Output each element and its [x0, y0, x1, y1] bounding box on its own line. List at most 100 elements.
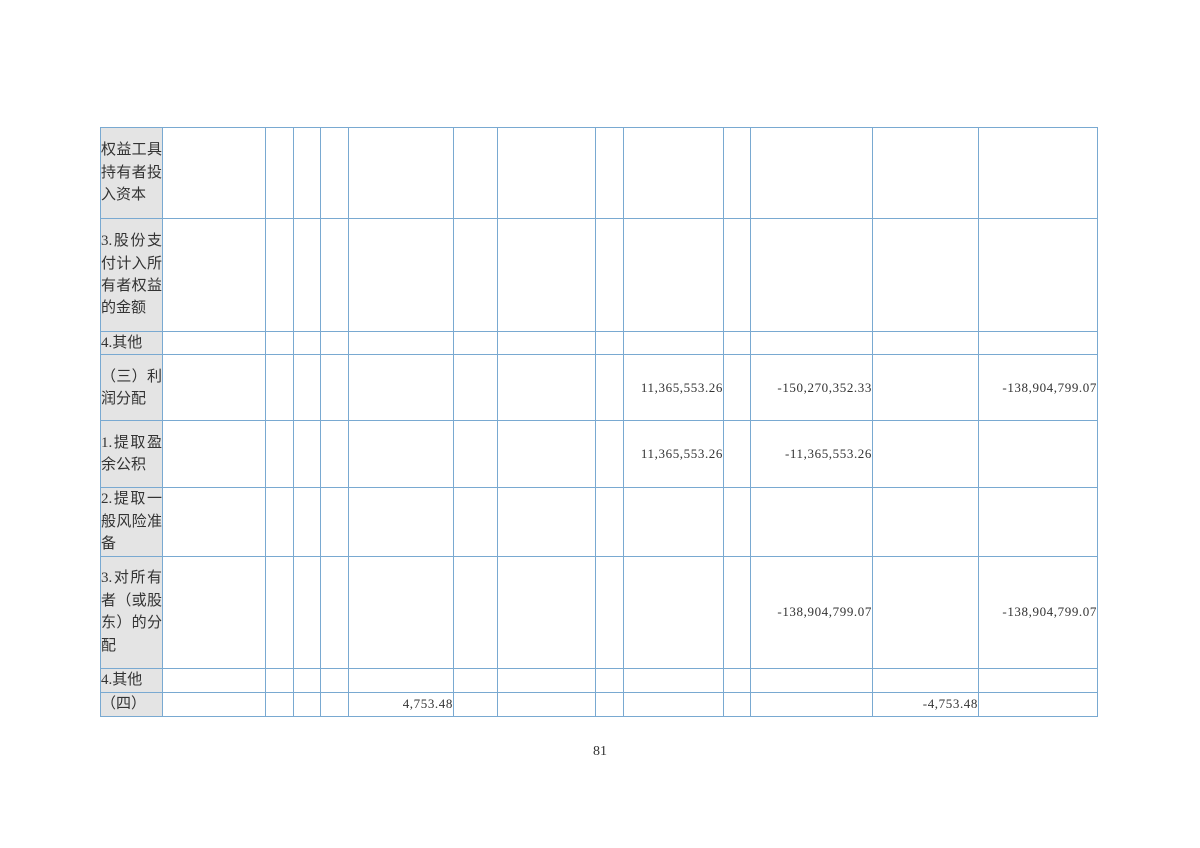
amount-cell: -11,365,553.26 — [750, 420, 873, 489]
empty-cell — [595, 691, 624, 717]
empty-cell — [595, 354, 624, 422]
empty-cell — [723, 218, 751, 332]
table-row: 4.其他 — [100, 667, 1098, 693]
empty-cell — [293, 691, 321, 717]
empty-cell — [750, 691, 873, 717]
empty-cell — [497, 667, 596, 693]
empty-cell — [453, 354, 498, 422]
empty-cell — [623, 487, 724, 557]
row-label: 4.其他 — [100, 667, 163, 693]
empty-cell — [595, 555, 624, 669]
empty-cell — [623, 691, 724, 717]
empty-cell — [265, 218, 294, 332]
empty-cell — [320, 555, 349, 669]
amount-cell: 11,365,553.26 — [623, 420, 724, 489]
empty-cell — [453, 330, 498, 356]
empty-cell — [978, 487, 1098, 557]
empty-cell — [595, 487, 624, 557]
empty-cell — [348, 218, 454, 332]
empty-cell — [162, 330, 266, 356]
empty-cell — [293, 667, 321, 693]
empty-cell — [978, 667, 1098, 693]
empty-cell — [162, 420, 266, 489]
empty-cell — [497, 420, 596, 489]
empty-cell — [162, 555, 266, 669]
empty-cell — [978, 330, 1098, 356]
empty-cell — [320, 354, 349, 422]
empty-cell — [978, 127, 1098, 219]
table-row: 2.提取一般风险准备 — [100, 487, 1098, 557]
empty-cell — [723, 354, 751, 422]
empty-cell — [872, 487, 979, 557]
row-label: 3.股份支付计入所有者权益的金额 — [100, 218, 163, 332]
empty-cell — [320, 691, 349, 717]
empty-cell — [723, 487, 751, 557]
empty-cell — [293, 127, 321, 219]
empty-cell — [453, 555, 498, 669]
empty-cell — [453, 420, 498, 489]
empty-cell — [293, 487, 321, 557]
empty-cell — [293, 420, 321, 489]
empty-cell — [595, 127, 624, 219]
empty-cell — [162, 127, 266, 219]
empty-cell — [623, 127, 724, 219]
row-label: （三）利润分配 — [100, 354, 163, 422]
amount-cell: -138,904,799.07 — [978, 555, 1098, 669]
empty-cell — [265, 420, 294, 489]
empty-cell — [348, 555, 454, 669]
empty-cell — [453, 691, 498, 717]
empty-cell — [497, 127, 596, 219]
table-row: 3.股份支付计入所有者权益的金额 — [100, 218, 1098, 332]
empty-cell — [293, 218, 321, 332]
empty-cell — [623, 218, 724, 332]
empty-cell — [162, 487, 266, 557]
empty-cell — [872, 127, 979, 219]
empty-cell — [872, 555, 979, 669]
empty-cell — [595, 667, 624, 693]
empty-cell — [497, 354, 596, 422]
amount-cell: -150,270,352.33 — [750, 354, 873, 422]
row-label: 1.提取盈余公积 — [100, 420, 163, 489]
empty-cell — [348, 487, 454, 557]
empty-cell — [497, 330, 596, 356]
empty-cell — [723, 667, 751, 693]
empty-cell — [723, 691, 751, 717]
empty-cell — [320, 218, 349, 332]
empty-cell — [265, 330, 294, 356]
empty-cell — [265, 691, 294, 717]
empty-cell — [750, 667, 873, 693]
empty-cell — [265, 127, 294, 219]
empty-cell — [348, 127, 454, 219]
empty-cell — [497, 487, 596, 557]
empty-cell — [497, 218, 596, 332]
empty-cell — [750, 218, 873, 332]
empty-cell — [162, 218, 266, 332]
page-number: 81 — [593, 744, 607, 759]
empty-cell — [320, 487, 349, 557]
empty-cell — [320, 420, 349, 489]
empty-cell — [265, 667, 294, 693]
empty-cell — [162, 354, 266, 422]
empty-cell — [265, 487, 294, 557]
empty-cell — [453, 667, 498, 693]
empty-cell — [265, 555, 294, 669]
amount-cell: -138,904,799.07 — [978, 354, 1098, 422]
row-label: 3.对所有者（或股东）的分配 — [100, 555, 163, 669]
empty-cell — [453, 487, 498, 557]
table-row: （三）利润分配 11,365,553.26 -150,270,352.33 -138,… — [100, 354, 1098, 422]
empty-cell — [978, 691, 1098, 717]
empty-cell — [320, 127, 349, 219]
row-label: 权益工具持有者投入资本 — [100, 127, 163, 219]
empty-cell — [750, 330, 873, 356]
empty-cell — [293, 555, 321, 669]
empty-cell — [872, 420, 979, 489]
empty-cell — [872, 354, 979, 422]
row-label: （四） — [100, 691, 163, 717]
empty-cell — [623, 555, 724, 669]
table-row: 权益工具持有者投入资本 — [100, 127, 1098, 219]
empty-cell — [293, 330, 321, 356]
amount-cell: -138,904,799.07 — [750, 555, 873, 669]
table-row: （四） 4,753.48 -4,753.48 — [100, 691, 1098, 717]
empty-cell — [348, 330, 454, 356]
empty-cell — [348, 354, 454, 422]
